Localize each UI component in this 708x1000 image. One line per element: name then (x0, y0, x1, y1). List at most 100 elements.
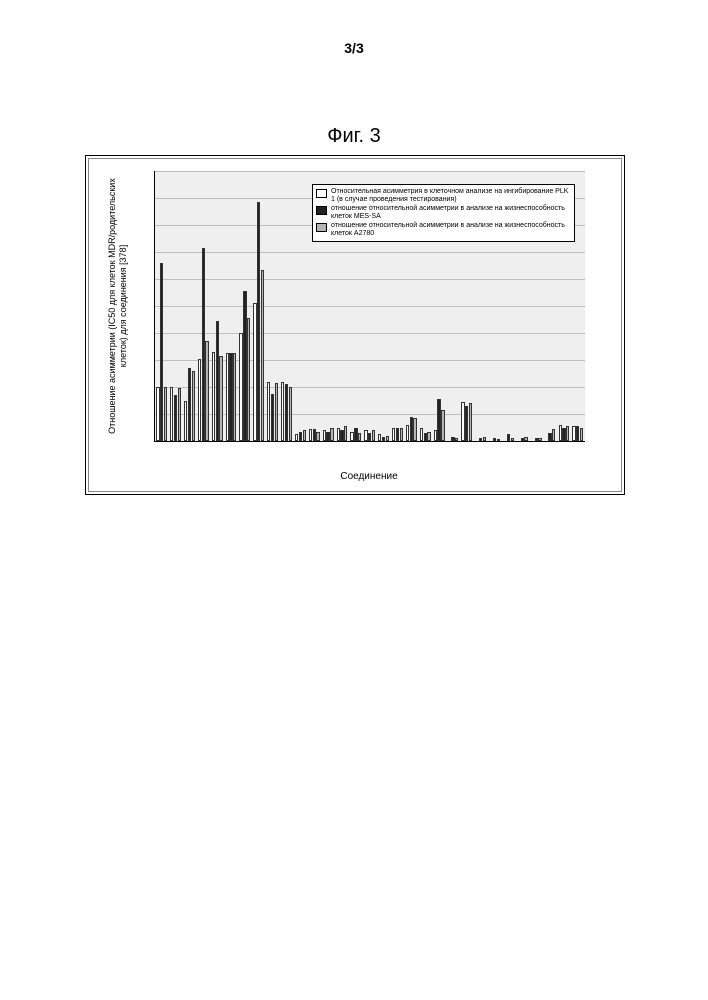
bar-group (572, 426, 583, 441)
x-tick: 387 (526, 441, 535, 442)
y-tick: 6 (154, 360, 155, 370)
x-tick: 372 (318, 441, 327, 442)
x-tick: I' (276, 441, 285, 442)
x-tick: A' (165, 441, 174, 442)
gridline (155, 306, 585, 307)
bar-a2780 (330, 428, 333, 442)
x-tick: H' (262, 441, 271, 442)
bar-messa (410, 417, 413, 441)
legend-label: отношение относительной асимметрии в ана… (331, 205, 571, 221)
bar-plk1 (267, 382, 270, 441)
y-tick: 18 (154, 198, 155, 208)
figure-title: Фиг. 3 (0, 125, 708, 148)
bar-group (406, 417, 417, 441)
bar-a2780 (192, 371, 195, 441)
bar-messa (188, 368, 191, 441)
legend: Относительная асимметрия в клеточном ана… (312, 184, 575, 242)
bar-plk1 (309, 429, 312, 441)
bar-plk1 (212, 352, 215, 441)
gridline (155, 171, 585, 172)
bar-group (545, 429, 556, 441)
x-tick: 374 (345, 441, 354, 442)
bar-a2780 (219, 356, 222, 441)
bar-messa (271, 394, 274, 441)
bar-a2780 (303, 430, 306, 441)
x-tick: J' (290, 441, 299, 442)
x-axis-label: Соединение (154, 471, 584, 482)
bar-group (226, 353, 237, 441)
page: 3/3 Фиг. 3 Отношение асимметрии (IC50 дл… (0, 0, 708, 1000)
bar-messa (576, 426, 579, 441)
bar-group (309, 429, 320, 441)
x-tick: 380 (428, 441, 437, 442)
bar-messa (521, 438, 524, 441)
bar-plk1 (226, 353, 229, 441)
x-tick: D' (207, 441, 216, 442)
x-tick: 371 (304, 441, 313, 442)
bar-plk1 (434, 430, 437, 441)
y-tick: 12 (154, 279, 155, 289)
legend-row: отношение относительной асимметрии в ана… (316, 205, 571, 221)
bar-plk1 (170, 387, 173, 441)
bar-group (239, 291, 250, 441)
bar-a2780 (427, 432, 430, 441)
bar-messa (216, 321, 219, 441)
y-tick: 20 (154, 171, 155, 181)
bar-plk1 (392, 428, 395, 442)
legend-label: Относительная асимметрия в клеточном ана… (331, 188, 571, 204)
bar-plk1 (406, 425, 409, 441)
bar-a2780 (372, 430, 375, 441)
bar-group (461, 402, 472, 441)
bar-messa (243, 291, 246, 441)
bar-a2780 (233, 353, 236, 441)
bar-group (434, 399, 445, 441)
y-tick: 16 (154, 225, 155, 235)
x-tick: 378 (401, 441, 410, 442)
bar-a2780 (261, 270, 264, 441)
x-tick: 384 (484, 441, 493, 442)
bar-messa (424, 433, 427, 441)
bar-a2780 (247, 318, 250, 441)
x-tick: 376 (373, 441, 382, 442)
legend-swatch-a2780 (316, 223, 327, 232)
bar-group (323, 428, 334, 442)
bar-a2780 (178, 388, 181, 441)
bar-messa (562, 428, 565, 442)
gridline (155, 279, 585, 280)
bar-a2780 (441, 410, 444, 441)
bar-plk1 (420, 428, 423, 442)
bar-a2780 (580, 428, 583, 442)
bar-a2780 (552, 429, 555, 441)
bar-plk1 (364, 430, 367, 441)
bar-a2780 (566, 426, 569, 441)
y-axis-label: Отношение асимметрии (IC50 для клеток MD… (107, 171, 147, 441)
bar-group (267, 382, 278, 441)
legend-label: отношение относительной асимметрии в ана… (331, 222, 571, 238)
bar-a2780 (469, 403, 472, 441)
bar-group (184, 368, 195, 441)
y-tick: 8 (154, 333, 155, 343)
bar-group (170, 387, 181, 441)
bar-group (212, 321, 223, 441)
x-tick: 391 (581, 441, 585, 442)
bar-plk1 (337, 428, 340, 442)
bar-plk1 (559, 425, 562, 441)
bar-a2780 (164, 387, 167, 441)
bar-group (364, 430, 375, 441)
x-tick: G' (248, 441, 257, 442)
bar-messa (160, 263, 163, 441)
bar-messa (313, 429, 316, 441)
x-tick: E' (220, 441, 229, 442)
x-tick: 389 (553, 441, 562, 442)
bar-messa (174, 395, 177, 441)
bar-a2780 (400, 428, 403, 442)
x-tick: F' (234, 441, 243, 442)
bar-messa (257, 202, 260, 441)
x-tick: 377 (387, 441, 396, 442)
bar-group (559, 425, 570, 441)
bar-messa (326, 432, 329, 441)
page-number: 3/3 (0, 40, 708, 56)
bar-plk1 (239, 333, 242, 441)
bar-a2780 (289, 387, 292, 441)
bar-plk1 (461, 402, 464, 441)
